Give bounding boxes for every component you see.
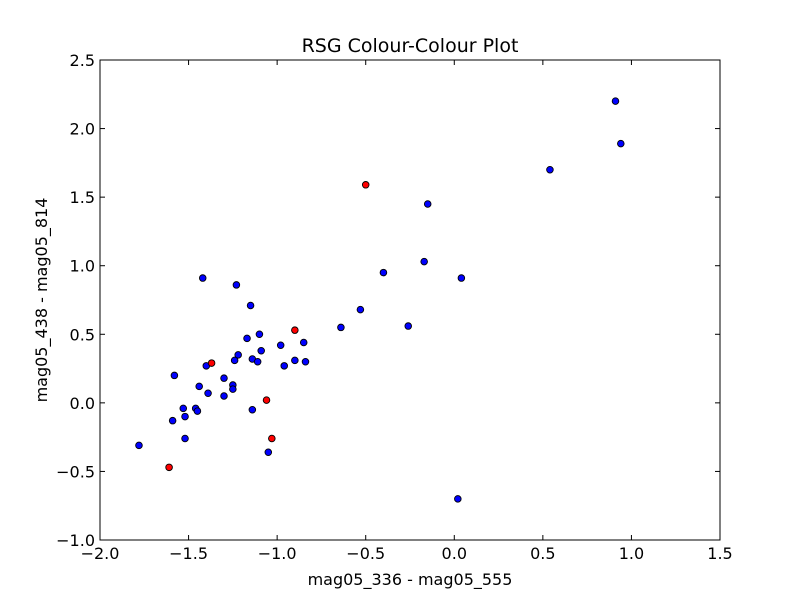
data-point-blue [220,392,228,400]
data-point-blue [230,356,239,365]
y-tick-label: −0.5 [56,462,95,481]
data-point-blue [457,274,466,282]
x-tick-label: −1.5 [169,544,208,563]
x-tick-label: 1.5 [707,544,732,563]
data-point-blue [276,341,285,350]
data-point-red [165,463,173,472]
x-tick-label: −1.0 [258,544,297,563]
data-points [135,97,625,503]
y-axis-label: mag05_438 - mag05_814 [32,198,52,403]
data-point-red [268,434,276,443]
chart-title: RSG Colour-Colour Plot [302,35,519,57]
data-point-blue [198,274,207,282]
x-tick-label: −2.0 [81,544,120,563]
y-tick-label: −1.0 [56,531,95,550]
data-point-blue [291,356,299,365]
data-point-blue [611,97,620,105]
data-point-blue [404,322,412,330]
data-point-blue [229,385,237,393]
data-point-blue [617,139,625,148]
data-point-blue [181,412,189,421]
data-point-blue [379,268,388,277]
data-point-blue [423,200,432,208]
data-point-blue [220,374,228,382]
data-point-blue [243,334,251,343]
data-point-red [361,181,370,189]
x-tick-label: 1.0 [619,544,644,563]
data-point-blue [280,362,288,370]
data-point-blue [179,404,188,413]
y-tick-label: 2.5 [70,51,95,70]
data-point-blue [257,346,265,355]
data-point-blue [246,301,255,310]
data-point-red [291,326,299,334]
data-point-blue [195,382,203,391]
data-point-blue [181,434,189,443]
data-point-blue [135,441,143,450]
y-tick-label: 0.5 [70,325,95,344]
data-point-blue [301,357,310,366]
data-point-blue [168,416,177,425]
x-tick-label: 0.0 [442,544,467,563]
y-tick-label: 2.0 [70,120,95,139]
data-point-blue [356,305,365,314]
data-point-blue [255,330,264,339]
data-point-blue [232,281,241,289]
y-tick-label: 1.0 [70,257,95,276]
x-axis-ticks: −2.0 −1.5 −1.0 −0.5 0.0 0.5 1.0 1.5 [81,60,733,563]
y-axis-ticks: −1.0 −0.5 0.0 0.5 1.0 1.5 2.0 2.5 [56,51,720,550]
plot-area-frame [99,59,721,541]
x-axis-label: mag05_336 - mag05_555 [308,570,513,590]
y-tick-label: 1.5 [70,188,95,207]
data-point-blue [204,389,212,398]
data-point-blue [170,371,179,380]
data-point-red [207,359,216,367]
data-point-blue [299,338,308,347]
data-point-red [262,396,271,404]
data-point-blue [193,407,202,415]
data-point-blue [420,257,428,266]
data-point-blue [337,323,345,332]
data-point-blue [454,495,462,503]
data-point-blue [546,165,554,174]
data-point-blue [234,351,242,359]
x-tick-label: −0.5 [346,544,385,563]
data-point-blue [248,405,257,414]
y-tick-label: 0.0 [70,394,95,413]
data-point-blue [264,448,273,456]
x-tick-label: 0.5 [530,544,555,563]
data-point-blue [253,357,262,366]
